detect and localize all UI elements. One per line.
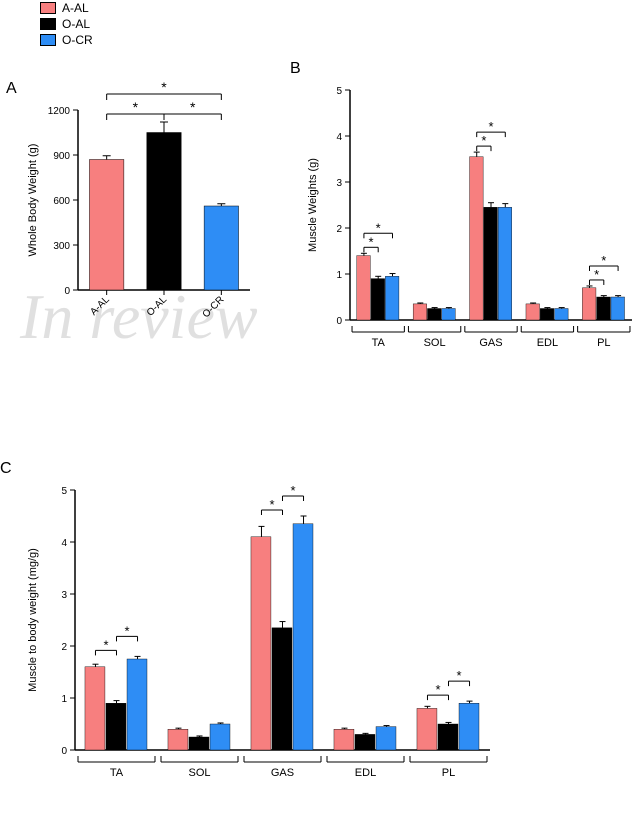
svg-text:*: * bbox=[290, 483, 295, 498]
svg-text:4: 4 bbox=[61, 538, 67, 549]
svg-text:0: 0 bbox=[61, 746, 67, 757]
svg-text:2: 2 bbox=[61, 642, 67, 653]
svg-text:SOL: SOL bbox=[424, 337, 446, 349]
svg-text:*: * bbox=[601, 253, 606, 268]
svg-text:*: * bbox=[594, 267, 599, 282]
svg-text:*: * bbox=[269, 497, 274, 512]
svg-text:*: * bbox=[456, 668, 461, 683]
svg-text:*: * bbox=[488, 119, 493, 134]
svg-text:4: 4 bbox=[336, 132, 342, 143]
svg-text:*: * bbox=[161, 80, 167, 95]
svg-text:900: 900 bbox=[53, 151, 70, 162]
legend-swatch-oal bbox=[40, 18, 56, 30]
svg-text:1: 1 bbox=[336, 270, 342, 281]
svg-text:GAS: GAS bbox=[479, 337, 502, 349]
svg-text:PL: PL bbox=[442, 767, 455, 779]
chart-b: 012345Muscle Weights (g)TA**SOLGAS**EDLP… bbox=[300, 60, 640, 370]
chart-a: 0 300 600 900 1200 Whole Body Weight (g) A-AL O… bbox=[20, 80, 260, 360]
svg-text:*: * bbox=[103, 637, 108, 652]
legend-item: O-CR bbox=[40, 32, 93, 48]
svg-text:*: * bbox=[190, 99, 196, 115]
legend-swatch-aal bbox=[40, 2, 56, 14]
svg-text:EDL: EDL bbox=[537, 337, 558, 349]
svg-text:5: 5 bbox=[336, 86, 342, 97]
svg-text:2: 2 bbox=[336, 224, 342, 235]
svg-text:5: 5 bbox=[61, 486, 67, 497]
chart-c: 0 1 2 3 4 5 Muscle to body weight (mg/g) TA * * SO… bbox=[20, 460, 500, 800]
svg-text:O-AL: O-AL bbox=[145, 294, 170, 319]
svg-text:300: 300 bbox=[53, 241, 70, 252]
svg-text:TA: TA bbox=[372, 337, 386, 349]
panel-label-a: A bbox=[6, 80, 17, 98]
svg-text:*: * bbox=[376, 220, 381, 235]
panel-label-c: C bbox=[0, 460, 12, 478]
legend: A-AL O-AL O-CR bbox=[40, 0, 93, 48]
legend-item: A-AL bbox=[40, 0, 93, 16]
svg-text:Muscle Weights (g): Muscle Weights (g) bbox=[307, 158, 319, 252]
legend-label: O-AL bbox=[62, 17, 90, 31]
svg-text:Muscle to body weight (mg/g): Muscle to body weight (mg/g) bbox=[27, 548, 39, 692]
svg-text:SOL: SOL bbox=[188, 767, 210, 779]
svg-text:A-AL: A-AL bbox=[88, 294, 112, 318]
svg-text:0: 0 bbox=[336, 316, 342, 327]
svg-text:1: 1 bbox=[61, 694, 67, 705]
svg-text:3: 3 bbox=[61, 590, 67, 601]
svg-text:O-CR: O-CR bbox=[201, 294, 227, 320]
svg-text:EDL: EDL bbox=[355, 767, 376, 779]
svg-text:3: 3 bbox=[336, 178, 342, 189]
svg-text:Whole Body Weight (g): Whole Body Weight (g) bbox=[27, 144, 39, 257]
legend-label: O-CR bbox=[62, 33, 93, 47]
svg-text:1200: 1200 bbox=[48, 106, 71, 117]
svg-text:*: * bbox=[124, 623, 129, 638]
svg-text:600: 600 bbox=[53, 196, 70, 207]
svg-text:GAS: GAS bbox=[271, 767, 294, 779]
legend-item: O-AL bbox=[40, 16, 93, 32]
panel-label-b: B bbox=[290, 60, 301, 78]
svg-text:*: * bbox=[133, 99, 139, 115]
svg-text:*: * bbox=[481, 133, 486, 148]
svg-text:*: * bbox=[435, 682, 440, 697]
svg-text:TA: TA bbox=[110, 767, 124, 779]
legend-swatch-ocr bbox=[40, 34, 56, 46]
svg-text:0: 0 bbox=[64, 286, 70, 297]
legend-label: A-AL bbox=[62, 1, 89, 15]
svg-text:PL: PL bbox=[597, 337, 610, 349]
svg-text:*: * bbox=[369, 234, 374, 249]
